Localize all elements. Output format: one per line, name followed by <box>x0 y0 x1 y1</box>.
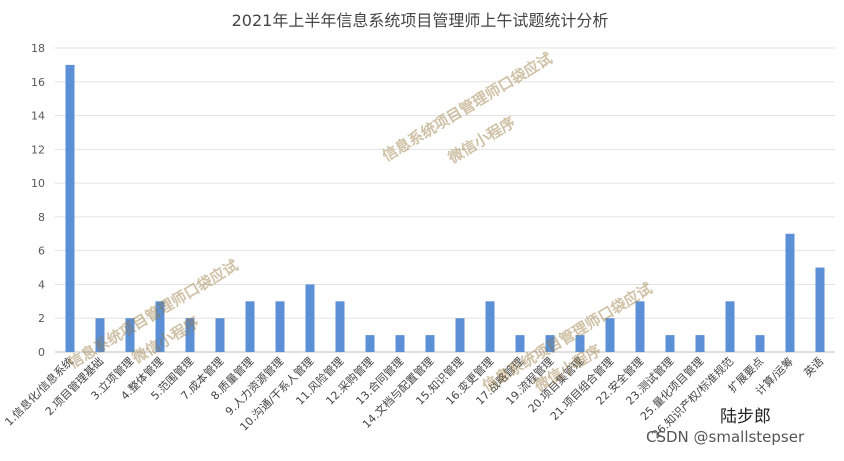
bar <box>755 335 765 352</box>
bar <box>95 318 105 352</box>
bar <box>125 318 135 352</box>
bars <box>65 64 825 352</box>
bar <box>305 284 315 352</box>
bar <box>155 301 165 352</box>
bar <box>365 335 375 352</box>
bar <box>785 233 795 352</box>
bar <box>815 267 825 352</box>
bar <box>425 335 435 352</box>
y-tick-label: 12 <box>31 143 45 156</box>
bar <box>215 318 225 352</box>
y-tick-label: 0 <box>38 346 45 359</box>
y-tick-label: 8 <box>38 211 45 224</box>
gridlines <box>55 47 835 353</box>
y-tick-label: 6 <box>38 245 45 258</box>
bar <box>185 318 195 352</box>
bar <box>665 335 675 352</box>
bar <box>395 335 405 352</box>
bar <box>485 301 495 352</box>
bar <box>725 301 735 352</box>
bar <box>65 64 75 352</box>
y-axis-ticks: 0 2 4 6 8 10 12 14 16 18 <box>31 42 45 359</box>
x-tick-label: 英语 <box>801 354 826 379</box>
brand-text: 陆步郎 <box>720 407 771 427</box>
bar <box>575 335 585 352</box>
bar <box>545 335 555 352</box>
y-tick-label: 18 <box>31 42 45 55</box>
y-tick-label: 4 <box>38 278 45 291</box>
y-tick-label: 2 <box>38 312 45 325</box>
bar <box>455 318 465 352</box>
bar <box>635 301 645 352</box>
bar <box>335 301 345 352</box>
bar <box>695 335 705 352</box>
chart-title: 2021年上半年信息系统项目管理师上午试题统计分析 <box>232 11 609 30</box>
credit-text: CSDN @smallstepser <box>646 428 805 446</box>
bar <box>275 301 285 352</box>
y-tick-label: 10 <box>31 177 45 190</box>
y-tick-label: 14 <box>31 110 45 123</box>
bar <box>605 318 615 352</box>
bar <box>515 335 525 352</box>
bar <box>245 301 255 352</box>
y-tick-label: 16 <box>31 76 45 89</box>
